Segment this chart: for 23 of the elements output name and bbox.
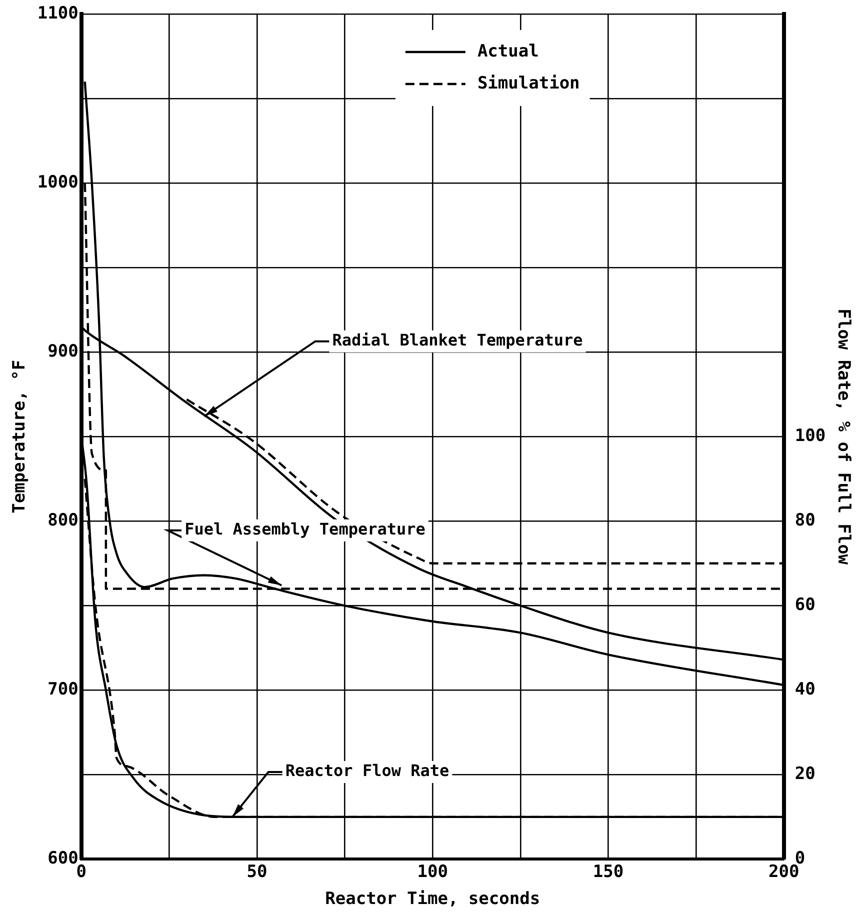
y2-tick-label: 100 [794, 426, 826, 446]
y2-tick-label: 60 [794, 595, 816, 616]
y2-axis-title: Flow Rate, % of Full Flow [833, 308, 854, 566]
y-tick-label: 800 [48, 510, 78, 531]
x-tick-label: 0 [76, 862, 86, 882]
y-tick-label: 1100 [37, 3, 78, 24]
x-tick-label: 50 [246, 862, 268, 882]
y2-tick-label: 20 [794, 764, 816, 784]
y2-tick-label: 80 [794, 510, 816, 531]
legend-label: Simulation [477, 73, 580, 94]
x-tick-label: 100 [417, 862, 448, 882]
x-axis-title: Reactor Time, seconds [325, 889, 540, 910]
y-axis-title: Temperature, °F [10, 360, 30, 514]
y-tick-label: 600 [48, 848, 78, 869]
y-tick-label: 700 [48, 680, 78, 700]
legend-label: Actual [477, 41, 539, 62]
x-tick-label: 150 [592, 862, 624, 882]
annotation: Radial Blanket Temperature [332, 330, 583, 350]
y-tick-label: 900 [48, 342, 78, 362]
annotation: Fuel Assembly Temperature [184, 520, 426, 539]
y2-tick-label: 40 [794, 680, 816, 700]
y-tick-label: 1000 [37, 172, 78, 192]
annotation: Reactor Flow Rate [285, 761, 450, 780]
